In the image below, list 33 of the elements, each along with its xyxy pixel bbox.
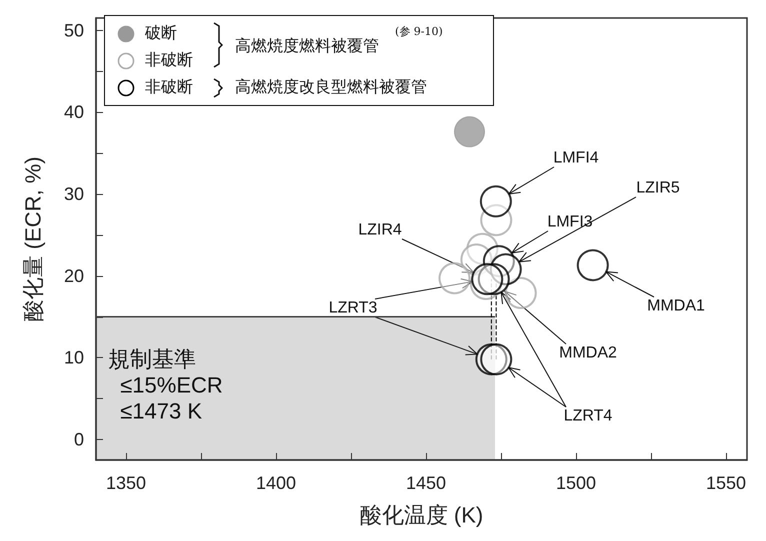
y-tick-label: 0 — [74, 430, 84, 450]
y-tick-label: 30 — [64, 184, 84, 204]
annotation: LZIR5 — [636, 180, 680, 196]
annotation: MMDA1 — [647, 298, 705, 314]
point — [504, 277, 537, 310]
annotation: LZRT4 — [564, 408, 612, 424]
annotation: 規制基準 ≤15%ECR ≤1473 K — [108, 346, 223, 424]
x-tick-label: 1400 — [256, 473, 296, 493]
point — [454, 116, 485, 148]
x-tick-label: 1550 — [706, 473, 746, 493]
annotation: LMFI4 — [553, 150, 599, 166]
x-tick-label: 1500 — [556, 473, 596, 493]
x-tick-label: 1350 — [106, 473, 146, 493]
y-tick-label: 50 — [64, 20, 84, 40]
annotation: LZRT3 — [328, 300, 378, 316]
legend-label: 非破断 — [145, 50, 193, 71]
y-tick-label: 40 — [64, 102, 84, 122]
annotation: 高燃焼度改良型燃料被覆管 — [235, 78, 427, 98]
x-tick-label: 1450 — [406, 473, 446, 493]
y-tick-label: 20 — [64, 266, 84, 286]
y-axis-title: 酸化量 (ECR, %) — [20, 156, 46, 322]
legend-label: 破断 — [145, 24, 177, 44]
annotation: LZIR4 — [358, 222, 402, 238]
annotation: (参 9-10) — [395, 24, 443, 39]
annotation: 高燃焼度燃料被覆管 — [235, 36, 379, 57]
annotation: LMFI3 — [547, 214, 593, 230]
point — [471, 263, 504, 296]
y-tick-label: 10 — [64, 348, 84, 368]
legend-label: 非破断 — [145, 78, 193, 98]
annotation: MMDA2 — [559, 344, 617, 362]
point — [438, 262, 470, 294]
x-axis-title: 酸化温度 (K) — [360, 502, 484, 528]
point — [480, 343, 512, 376]
